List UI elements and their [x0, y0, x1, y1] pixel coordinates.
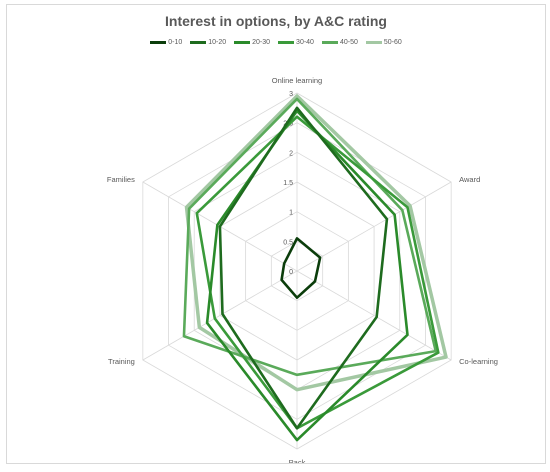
legend-swatch: [150, 41, 167, 44]
legend-label: 40-50: [339, 39, 358, 46]
axis-label: Training: [108, 357, 135, 366]
legend-swatch: [278, 41, 295, 44]
axis-label: Families: [107, 175, 135, 184]
legend-label: 0-10: [168, 39, 183, 46]
tick-label: 3: [289, 91, 293, 98]
chart-frame: Interest in options, by A&C rating 0-10 1…: [6, 4, 546, 464]
legend-entry: 0-10: [150, 39, 182, 46]
legend-label: 50-60: [383, 39, 402, 46]
axis-label: Award: [459, 175, 480, 184]
tick-label: 2: [289, 150, 293, 157]
legend-entry: 50-60: [365, 39, 402, 46]
series-line: [280, 237, 322, 300]
series-line: [205, 109, 409, 442]
series-line: [184, 94, 448, 392]
legend-label: 30-40: [296, 39, 314, 46]
axis-label: Online learning: [272, 76, 322, 85]
legend-entry: 40-50: [321, 39, 358, 46]
legend-swatch: [321, 41, 338, 44]
legend-entry: 10-20: [190, 39, 226, 46]
legend-entry: 20-30: [234, 39, 270, 46]
legend-swatch: [234, 41, 251, 44]
tick-label: 0: [289, 269, 293, 276]
tick-label: 0.5: [283, 239, 293, 246]
series-line: [218, 106, 389, 430]
chart-title: Interest in options, by A&C rating: [165, 13, 387, 29]
legend-label: 10-20: [208, 39, 227, 46]
axis-spoke: [296, 270, 452, 361]
legend-swatch: [190, 41, 207, 44]
legend-label: 20-30: [252, 39, 271, 46]
axis-spoke: [142, 270, 298, 361]
axis-spoke: [296, 181, 452, 272]
axis-label: Pack: [289, 458, 306, 463]
tick-label: 1.5: [283, 180, 293, 187]
chart-legend: 0-10 10-20 20-30 30-40 40-50 50-60: [7, 39, 545, 46]
axis-label: Co-learning: [459, 357, 498, 366]
legend-entry: 30-40: [278, 39, 314, 46]
legend-swatch: [365, 41, 382, 44]
series-line: [182, 97, 438, 377]
tick-label: 1: [289, 210, 293, 217]
